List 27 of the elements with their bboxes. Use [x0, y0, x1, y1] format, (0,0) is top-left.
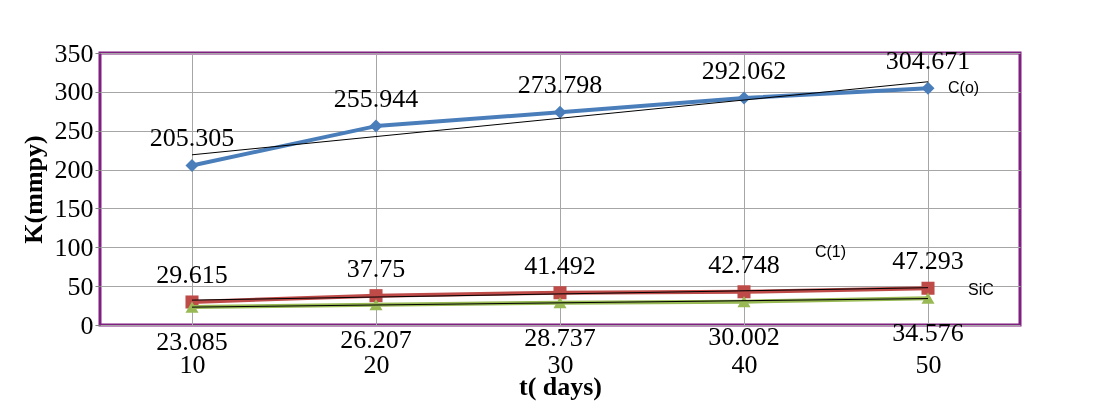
- y-tick-label: 50: [67, 271, 94, 301]
- y-tick-label: 350: [54, 38, 94, 68]
- data-label: 255.944: [333, 84, 419, 114]
- x-tick-label: 40: [731, 349, 758, 379]
- text: SiC: [968, 281, 994, 299]
- y-axis-title: K(mmpy): [18, 135, 48, 244]
- y-tick-label: 150: [54, 193, 94, 223]
- data-label: 28.737: [524, 322, 596, 352]
- y-tick-label: 300: [54, 77, 94, 107]
- data-label: 41.492: [524, 250, 596, 280]
- data-label: 37.75: [346, 253, 406, 283]
- y-tick-label: 100: [54, 232, 94, 262]
- data-label: 47.293: [892, 246, 964, 276]
- data-label: 42.748: [708, 249, 780, 279]
- series-label: C(1): [814, 243, 846, 261]
- data-label: 205.305: [149, 123, 235, 153]
- data-label: 30.002: [708, 321, 780, 351]
- data-label: 29.615: [156, 259, 228, 289]
- y-tick-label: 250: [54, 116, 94, 146]
- data-label: 292.062: [701, 56, 787, 86]
- x-tick-label: 50: [915, 349, 942, 379]
- y-tick-label: 0: [80, 310, 94, 340]
- y-tick-label: 200: [54, 155, 94, 185]
- data-label: 34.576: [892, 318, 964, 348]
- data-label: 273.798: [517, 70, 603, 100]
- series-label: C(o): [948, 79, 980, 97]
- data-label: 304.671: [885, 46, 971, 76]
